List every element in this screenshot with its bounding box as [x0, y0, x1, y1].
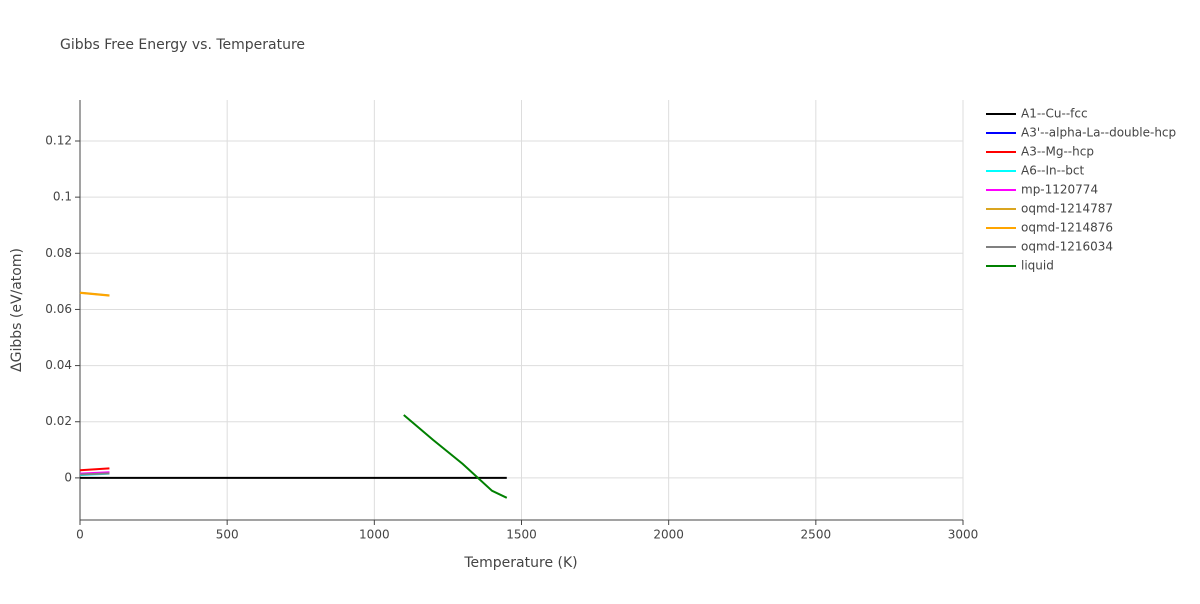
- series-line: [79, 472, 110, 476]
- x-tick-label: 0: [76, 528, 84, 542]
- x-axis-label: Temperature (K): [463, 555, 577, 571]
- x-tick-label: 3000: [948, 528, 979, 542]
- legend-label: oqmd-1216034: [1021, 240, 1113, 254]
- legend-label: oqmd-1214787: [1021, 202, 1113, 216]
- y-tick-label: 0.02: [45, 414, 72, 428]
- legend-label: A1--Cu--fcc: [1021, 107, 1088, 121]
- x-tick-label: 1000: [359, 528, 390, 542]
- chart-title: Gibbs Free Energy vs. Temperature: [60, 37, 305, 53]
- legend-label: A6--In--bct: [1021, 164, 1085, 178]
- legend-label: A3--Mg--hcp: [1021, 145, 1094, 159]
- series-line: [79, 291, 110, 297]
- legend-label: oqmd-1214876: [1021, 221, 1113, 235]
- y-axis-label: ΔGibbs (eV/atom): [9, 248, 25, 372]
- x-tick-label: 2500: [801, 528, 832, 542]
- series-line: [79, 467, 110, 472]
- x-tick-label: 500: [216, 528, 239, 542]
- x-tick-label: 2000: [653, 528, 684, 542]
- legend-label: mp-1120774: [1021, 183, 1098, 197]
- y-tick-label: 0.04: [45, 358, 72, 372]
- series-line: [403, 414, 508, 499]
- y-tick-label: 0.08: [45, 246, 72, 260]
- y-tick-label: 0.06: [45, 302, 72, 316]
- legend-label: liquid: [1021, 259, 1054, 273]
- y-tick-label: 0.1: [53, 190, 72, 204]
- legend-label: A3'--alpha-La--double-hcp: [1021, 126, 1176, 140]
- y-tick-label: 0.12: [45, 133, 72, 147]
- y-tick-label: 0: [64, 470, 72, 484]
- x-tick-label: 1500: [506, 528, 537, 542]
